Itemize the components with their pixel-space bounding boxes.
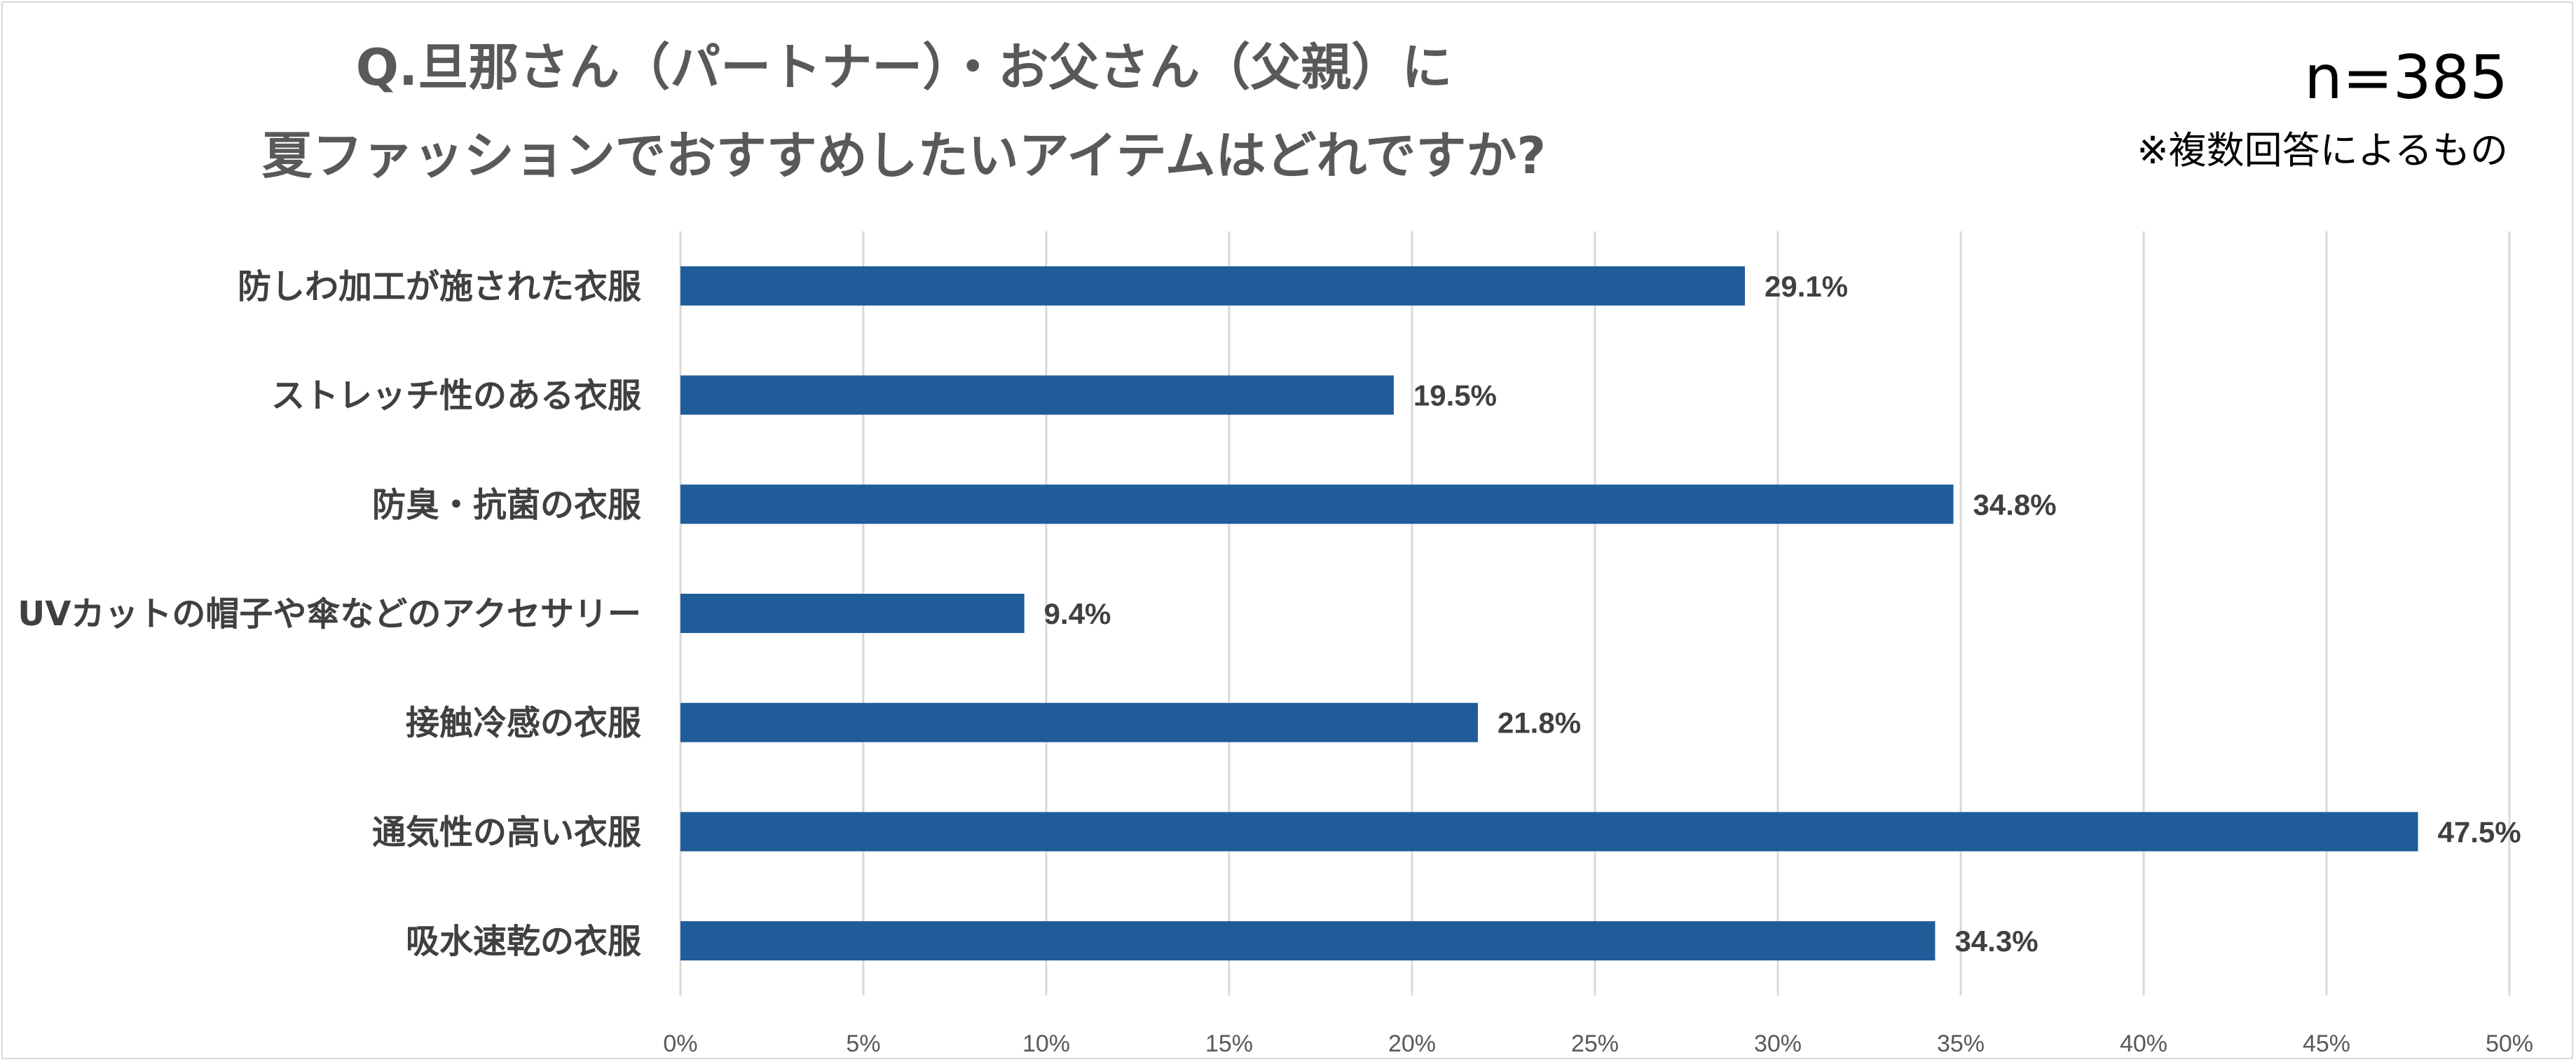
bar: [680, 921, 1936, 961]
x-tick-label: 50%: [2486, 1030, 2533, 1057]
labels: 0% 5% 10% 15% 20% 25% 30% 35% 40% 45% 50% 防しわ加工が施され…: [18, 267, 2533, 1057]
gridlines: [679, 231, 2511, 995]
value-label: 34.3%: [1954, 925, 2038, 958]
x-tick-label: 15%: [1205, 1030, 1253, 1057]
sample-size: n=385: [2304, 43, 2508, 113]
multiple-answer-note: ※複数回答によるもの: [2137, 128, 2508, 172]
chart-title-line1: Q.旦那さん（パートナー）・お父さん（父親）に: [355, 38, 1453, 97]
value-label: 21.8%: [1498, 707, 1581, 740]
value-label: 9.4%: [1044, 597, 1111, 630]
bars: [680, 266, 2418, 961]
category-label: 吸水速乾の衣服: [406, 922, 641, 961]
x-tick-label: 40%: [2120, 1030, 2167, 1057]
bar: [680, 594, 1025, 633]
bar: [680, 375, 1394, 415]
bar: [680, 266, 1746, 306]
value-label: 34.8%: [1973, 488, 2057, 521]
x-tick-label: 45%: [2303, 1030, 2350, 1057]
category-label: ストレッチ性のある衣服: [271, 376, 641, 416]
x-tick-label: 10%: [1022, 1030, 1070, 1057]
bar: [680, 812, 2418, 852]
category-label: 防しわ加工が施された衣服: [238, 267, 641, 306]
value-label: 19.5%: [1413, 379, 1497, 412]
x-tick-label: 30%: [1754, 1030, 1802, 1057]
x-tick-label: 5%: [846, 1030, 880, 1057]
x-tick-label: 20%: [1388, 1030, 1436, 1057]
bar: [680, 484, 1954, 524]
x-tick-label: 25%: [1571, 1030, 1619, 1057]
category-label: 接触冷感の衣服: [406, 704, 641, 743]
category-label: 通気性の高い衣服: [372, 812, 641, 852]
chart-title-line2: 夏ファッションでおすすめしたいアイテムはどれですか?: [261, 126, 1547, 185]
value-label: 47.5%: [2438, 815, 2521, 848]
category-label: 防臭・抗菌の衣服: [372, 485, 641, 524]
x-tick-label: 0%: [663, 1030, 697, 1057]
category-label: UVカットの帽子や傘などのアクセサリー: [18, 594, 641, 634]
value-label: 29.1%: [1765, 270, 1848, 303]
x-tick-label: 35%: [1937, 1030, 1985, 1057]
bar: [680, 702, 1478, 742]
